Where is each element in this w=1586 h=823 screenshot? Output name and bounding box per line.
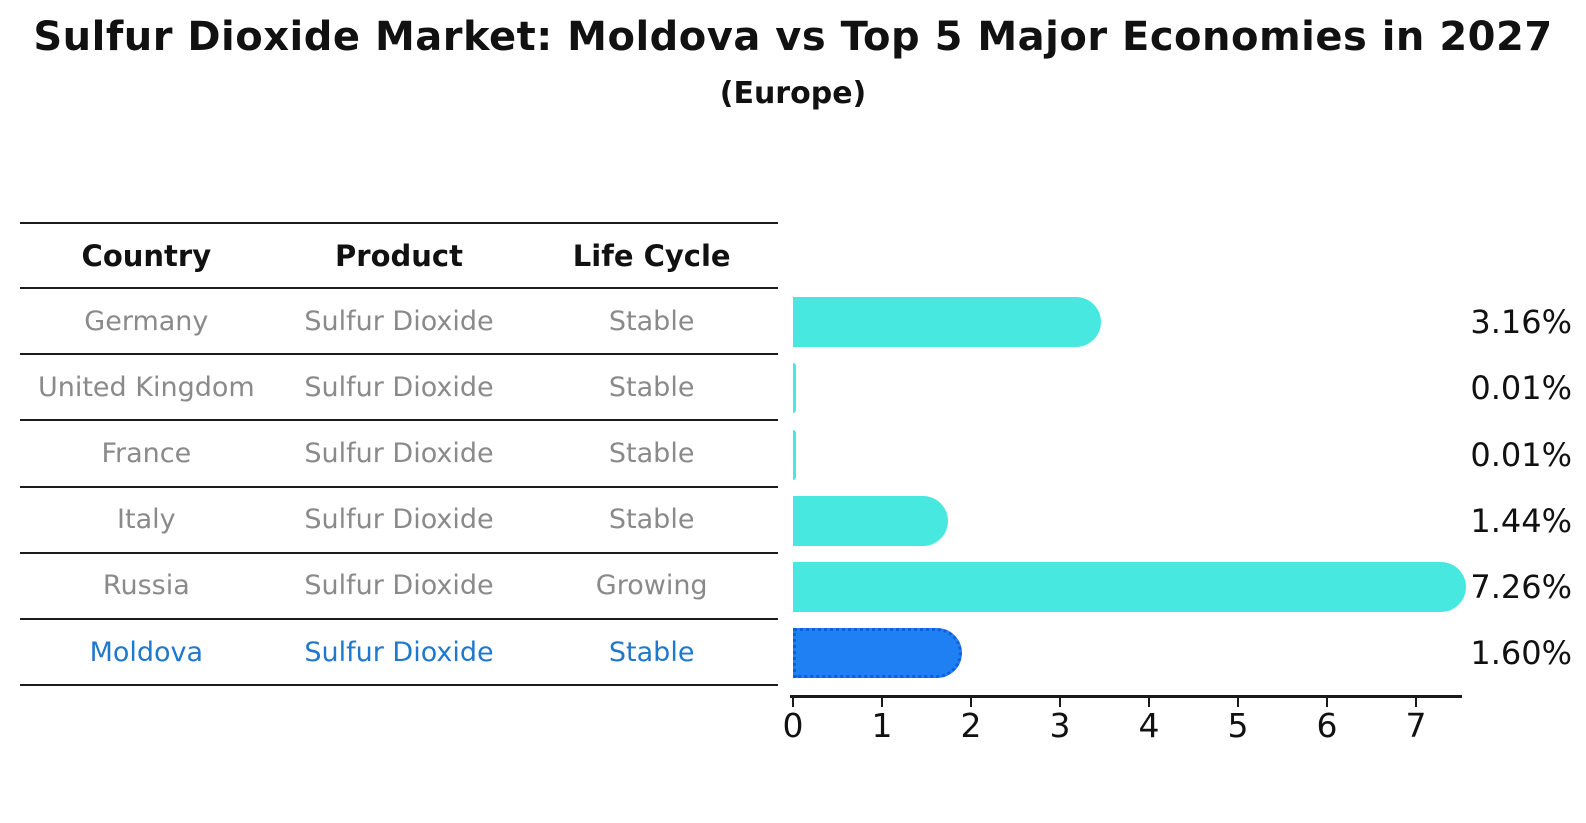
table-cell-country: France	[101, 437, 192, 469]
table-cell-product: Sulfur Dioxide	[304, 504, 494, 536]
table-cell-life-cycle: Stable	[608, 636, 695, 668]
table-header-country: Country	[81, 238, 212, 273]
x-axis-tick-label: 6	[1316, 706, 1338, 745]
x-axis-tick-label: 5	[1227, 706, 1249, 745]
x-axis-tick	[880, 697, 884, 707]
table-cell-country: Russia	[102, 570, 190, 602]
table-row-italy: Italy Sulfur Dioxide Stable	[20, 488, 778, 554]
table-cell-country: Italy	[117, 504, 176, 536]
x-axis-tick-label: 0	[782, 706, 804, 745]
x-axis-tick	[1236, 697, 1240, 707]
table-row-france: France Sulfur Dioxide Stable	[20, 421, 778, 488]
x-axis-line	[790, 695, 1462, 698]
table-header-product: Product	[335, 238, 463, 273]
x-axis-tick-label: 2	[960, 706, 982, 745]
x-axis-tick-label: 4	[1138, 706, 1160, 745]
x-axis-tick	[1325, 697, 1329, 707]
chart-title: Sulfur Dioxide Market: Moldova vs Top 5 …	[33, 14, 1553, 60]
x-axis-tick	[969, 697, 973, 707]
x-axis-tick-label: 1	[871, 706, 893, 745]
table-cell-product: Sulfur Dioxide	[304, 570, 494, 602]
bar-value-label: 1.44%	[1470, 501, 1572, 540]
table-cell-life-cycle: Stable	[608, 504, 695, 536]
table-row-russia: Russia Sulfur Dioxide Growing	[20, 554, 778, 620]
table-cell-product: Sulfur Dioxide	[304, 305, 494, 337]
table-header-row: Country Product Life Cycle	[20, 222, 778, 289]
table-cell-country: United Kingdom	[37, 371, 255, 403]
bar-value-label: 3.16%	[1470, 303, 1572, 342]
bar-italy	[793, 495, 949, 546]
table-cell-life-cycle: Growing	[595, 570, 708, 602]
x-axis-tick	[1058, 697, 1062, 707]
table-cell-product: Sulfur Dioxide	[304, 371, 494, 403]
bar-russia	[793, 561, 1467, 612]
x-axis-tick-label: 3	[1049, 706, 1071, 745]
x-axis-tick-label: 7	[1405, 706, 1427, 745]
x-axis-tick	[1414, 697, 1418, 707]
table-cell-product: Sulfur Dioxide	[304, 437, 494, 469]
bar-united-kingdom	[793, 363, 796, 414]
x-axis-tick	[791, 697, 795, 707]
table-cell-country: Germany	[84, 305, 209, 337]
table-cell-life-cycle: Stable	[608, 305, 695, 337]
bar-germany	[793, 297, 1102, 348]
table-row-germany: Germany Sulfur Dioxide Stable	[20, 289, 778, 356]
bar-value-label: 0.01%	[1470, 369, 1572, 408]
x-axis-tick	[1147, 697, 1151, 707]
bar-moldova	[793, 628, 963, 679]
table-cell-country: Moldova	[89, 636, 204, 668]
table-cell-life-cycle: Stable	[608, 437, 695, 469]
bar-value-label: 1.60%	[1470, 634, 1572, 673]
table-row-moldova: Moldova Sulfur Dioxide Stable	[20, 620, 778, 687]
bar-value-label: 0.01%	[1470, 435, 1572, 474]
table-cell-product: Sulfur Dioxide	[304, 636, 494, 668]
bar-value-label: 7.26%	[1470, 567, 1572, 606]
table-cell-life-cycle: Stable	[608, 371, 695, 403]
table-header-life-cycle: Life Cycle	[572, 238, 731, 273]
chart-subtitle: (Europe)	[719, 76, 867, 111]
bar-france	[793, 429, 796, 480]
table-row-united-kingdom: United Kingdom Sulfur Dioxide Stable	[20, 355, 778, 422]
